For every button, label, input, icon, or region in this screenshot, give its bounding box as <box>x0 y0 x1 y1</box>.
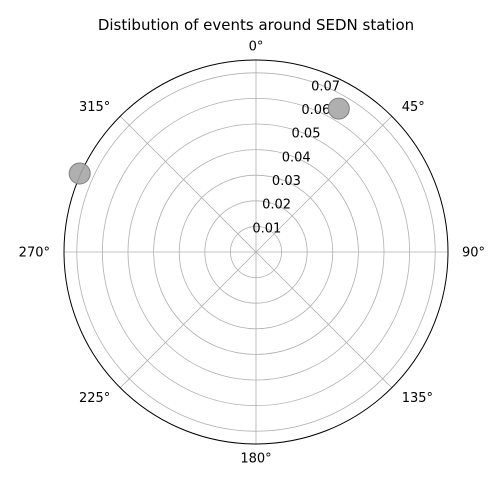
r-gridline-2 <box>178 174 334 330</box>
r-tick-label-2: 0.03 <box>272 174 301 189</box>
points-layer <box>68 97 350 185</box>
polar-spine <box>63 59 449 445</box>
theta-tick-label-90: 90° <box>462 246 485 261</box>
theta-tick-label-180: 180° <box>240 452 271 467</box>
data-point-0 <box>327 97 350 120</box>
r-gridline-1 <box>204 200 308 304</box>
theta-tick-label-315: 315° <box>79 100 110 115</box>
theta-tick-label-225: 225° <box>79 391 110 406</box>
r-tick-label-5: 0.06 <box>301 103 330 118</box>
r-tick-label-4: 0.05 <box>292 127 321 142</box>
r-tick-label-1: 0.02 <box>262 198 291 213</box>
theta-gridline-45 <box>255 115 393 253</box>
theta-tick-label-0: 0° <box>249 40 264 55</box>
grid-layer <box>63 59 449 445</box>
r-gridline-3 <box>153 149 359 355</box>
theta-gridline-315 <box>119 115 257 253</box>
r-tick-label-0: 0.01 <box>252 221 281 236</box>
r-gridline-0 <box>229 225 282 278</box>
theta-tick-label-270: 270° <box>19 246 50 261</box>
r-tick-label-6: 0.07 <box>311 79 340 94</box>
r-tick-label-3: 0.04 <box>282 150 311 165</box>
theta-labels: 0° 45° 90° 135° 180° 225° 270° 315° <box>19 40 485 467</box>
r-labels: 0.01 0.02 0.03 0.04 0.05 0.06 0.07 <box>252 79 340 236</box>
data-point-1 <box>68 162 91 185</box>
r-gridline-6 <box>76 72 436 432</box>
theta-tick-label-45: 45° <box>402 100 425 115</box>
theta-gridline-225 <box>119 251 257 389</box>
r-gridline-4 <box>127 123 385 381</box>
theta-tick-label-135: 135° <box>402 391 433 406</box>
r-gridline-5 <box>101 97 411 407</box>
theta-gridline-135 <box>255 251 393 389</box>
chart-title: Distibution of events around SEDN statio… <box>98 16 414 34</box>
